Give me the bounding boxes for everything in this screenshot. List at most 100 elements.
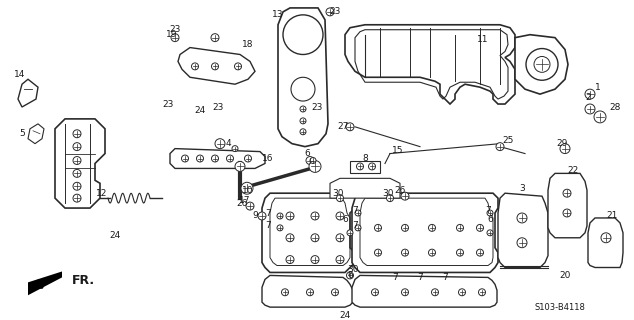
Circle shape xyxy=(594,111,606,123)
Circle shape xyxy=(601,233,611,243)
Circle shape xyxy=(477,249,484,256)
Circle shape xyxy=(387,195,394,202)
Polygon shape xyxy=(350,161,380,173)
Circle shape xyxy=(326,8,334,16)
Text: 6: 6 xyxy=(304,149,310,158)
Circle shape xyxy=(241,182,253,194)
Text: 22: 22 xyxy=(567,166,579,175)
Circle shape xyxy=(73,182,81,190)
Circle shape xyxy=(171,34,179,42)
Circle shape xyxy=(585,104,595,114)
Text: 23: 23 xyxy=(162,100,174,108)
Circle shape xyxy=(73,169,81,177)
Circle shape xyxy=(355,225,361,231)
Text: 12: 12 xyxy=(96,189,108,198)
Circle shape xyxy=(332,289,339,296)
Text: 23: 23 xyxy=(329,7,340,16)
Circle shape xyxy=(526,49,558,80)
Circle shape xyxy=(235,63,242,70)
Circle shape xyxy=(336,256,344,264)
Circle shape xyxy=(375,224,382,231)
Circle shape xyxy=(355,210,361,216)
Polygon shape xyxy=(262,276,353,307)
Text: FR.: FR. xyxy=(72,274,95,287)
Circle shape xyxy=(286,256,294,264)
Text: 28: 28 xyxy=(609,102,621,111)
Circle shape xyxy=(487,210,493,216)
Text: 17: 17 xyxy=(239,196,251,204)
Circle shape xyxy=(458,289,465,296)
Circle shape xyxy=(311,212,319,220)
Circle shape xyxy=(479,289,486,296)
Circle shape xyxy=(286,234,294,242)
Circle shape xyxy=(232,146,238,152)
Polygon shape xyxy=(18,79,38,107)
Circle shape xyxy=(281,289,288,296)
Circle shape xyxy=(563,189,571,197)
Text: 4: 4 xyxy=(225,139,231,148)
Polygon shape xyxy=(28,124,44,144)
Polygon shape xyxy=(55,119,105,208)
Circle shape xyxy=(337,195,344,202)
Polygon shape xyxy=(330,178,400,198)
Circle shape xyxy=(347,230,353,236)
Text: 11: 11 xyxy=(477,35,489,44)
Circle shape xyxy=(496,143,504,151)
Text: 7: 7 xyxy=(352,221,358,230)
Text: 18: 18 xyxy=(242,40,254,49)
Circle shape xyxy=(197,155,204,162)
Circle shape xyxy=(306,156,314,164)
Text: 1: 1 xyxy=(595,83,601,92)
Text: 6: 6 xyxy=(342,215,348,224)
Circle shape xyxy=(517,213,527,223)
Text: 24: 24 xyxy=(339,310,351,320)
Circle shape xyxy=(283,15,323,54)
Circle shape xyxy=(585,89,595,99)
Circle shape xyxy=(336,212,344,220)
Text: 24: 24 xyxy=(110,231,120,240)
Text: 26: 26 xyxy=(394,186,406,195)
Text: 23: 23 xyxy=(212,102,224,111)
Polygon shape xyxy=(278,8,328,147)
Circle shape xyxy=(401,224,408,231)
Circle shape xyxy=(517,238,527,248)
Text: 16: 16 xyxy=(262,154,274,163)
Text: 26: 26 xyxy=(236,199,248,208)
Circle shape xyxy=(429,249,436,256)
Polygon shape xyxy=(178,48,255,84)
Circle shape xyxy=(477,224,484,231)
Circle shape xyxy=(73,156,81,164)
Circle shape xyxy=(212,63,219,70)
Circle shape xyxy=(309,161,321,172)
Circle shape xyxy=(286,212,294,220)
Text: 2: 2 xyxy=(585,92,591,101)
Circle shape xyxy=(215,139,225,148)
Circle shape xyxy=(401,289,408,296)
Text: 30: 30 xyxy=(382,189,394,198)
Text: 23: 23 xyxy=(311,102,323,111)
Circle shape xyxy=(73,130,81,138)
Circle shape xyxy=(181,155,188,162)
Text: 15: 15 xyxy=(392,146,404,155)
Polygon shape xyxy=(352,193,498,272)
Circle shape xyxy=(300,106,306,112)
Circle shape xyxy=(456,249,463,256)
Circle shape xyxy=(235,162,245,172)
Circle shape xyxy=(245,155,252,162)
Text: 24: 24 xyxy=(195,107,205,116)
Circle shape xyxy=(212,155,219,162)
Polygon shape xyxy=(548,173,587,238)
Circle shape xyxy=(487,230,493,236)
Circle shape xyxy=(277,225,283,231)
Text: 3: 3 xyxy=(519,184,525,193)
Circle shape xyxy=(73,194,81,202)
Polygon shape xyxy=(588,218,623,268)
Circle shape xyxy=(346,123,354,131)
Text: 10: 10 xyxy=(242,186,254,195)
Circle shape xyxy=(306,289,313,296)
Text: 27: 27 xyxy=(337,122,349,131)
Text: 19: 19 xyxy=(166,30,178,39)
Circle shape xyxy=(310,157,316,164)
Circle shape xyxy=(401,249,408,256)
Text: 7: 7 xyxy=(352,205,358,214)
